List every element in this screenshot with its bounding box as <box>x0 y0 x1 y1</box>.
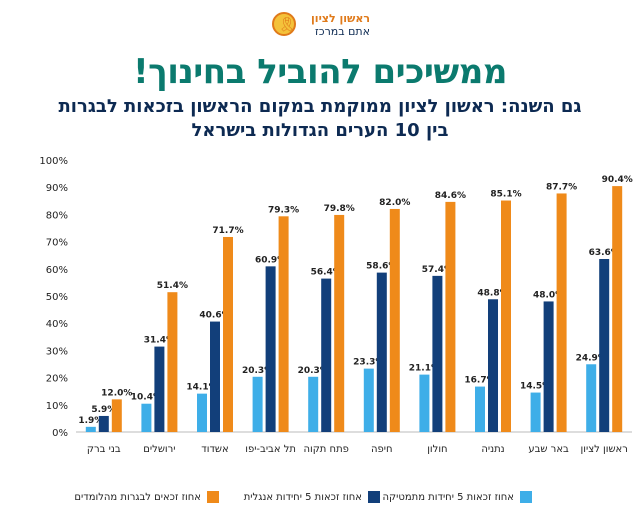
legend-item-english: אחוז זכאות 5 יחידות אנגלית <box>244 491 380 503</box>
data-label: 84.6% <box>435 191 466 201</box>
bar-math <box>419 374 430 432</box>
y-tick-label: 20% <box>46 374 68 385</box>
chart-subtitle-line2: בין 10 הערים הגדולות בישראל <box>191 120 449 141</box>
bar-math <box>141 403 152 432</box>
data-label: 48.8% <box>477 288 508 298</box>
bar-english <box>599 259 610 432</box>
bar-english <box>154 346 165 432</box>
logo-line2: אתם במרכז <box>314 25 370 38</box>
legend-label-english: אחוז זכאות 5 יחידות אנגלית <box>243 491 362 503</box>
x-tick-label: פתח תקוה <box>303 444 348 455</box>
x-tick-label: בני ברק <box>87 444 121 455</box>
data-label: 24.9% <box>576 353 607 363</box>
legend-label-math: אחוז זכאות 5 יחידות מתמטיקה <box>382 491 515 503</box>
y-tick-label: 40% <box>46 319 68 330</box>
bar-english <box>98 415 109 432</box>
data-label: 60.9% <box>255 255 286 265</box>
ribbon-icon: 🎗 <box>278 17 296 33</box>
bar-bagrut <box>278 216 289 432</box>
data-label: 12.0% <box>101 388 132 398</box>
bar-math <box>252 376 263 432</box>
data-label: 10.4% <box>131 393 162 403</box>
data-label: 85.1% <box>490 190 521 200</box>
bar-math <box>475 386 485 432</box>
bar-english <box>543 301 554 432</box>
bar-math <box>586 364 597 432</box>
data-label: 5.9% <box>91 405 116 415</box>
bar-bagrut <box>167 292 178 432</box>
data-label: 79.8% <box>324 204 355 214</box>
bar-bagrut <box>389 208 400 432</box>
chart-title: ממשיכים להוביל בחינוך! <box>133 52 507 92</box>
bar-english <box>265 266 276 432</box>
bar-bagrut <box>612 186 623 432</box>
y-tick-label: 50% <box>46 292 68 303</box>
legend-swatch-math <box>520 491 532 503</box>
x-tick-label: אשדוד <box>201 444 228 455</box>
logo-line1: ראשון לציון <box>311 12 370 25</box>
bar-math <box>308 376 319 432</box>
x-tick-label: ירושלים <box>143 444 175 455</box>
logo: 🎗 ראשון לציון אתם במרכז <box>270 8 370 48</box>
bar-english <box>321 278 332 432</box>
bar-english <box>376 272 387 432</box>
data-label: 56.4% <box>311 268 342 278</box>
data-label: 51.4% <box>157 281 188 291</box>
y-tick-label: 70% <box>46 238 68 249</box>
legend-item-math: אחוז זכאות 5 יחידות מתמטיקה <box>382 491 532 503</box>
legend-label-bagrut: אחוז זכאים לבגרות מהלומדים <box>74 491 201 503</box>
bar-english <box>488 299 498 432</box>
y-tick-label: 0% <box>52 428 68 439</box>
bar-bagrut <box>334 214 345 432</box>
legend-item-bagrut: אחוז זכאים לבגרות מהלומדים <box>74 491 219 503</box>
data-label: 79.3% <box>268 205 299 215</box>
data-label: 31.4% <box>144 336 175 346</box>
y-tick-label: 30% <box>46 346 68 357</box>
bar-english <box>210 321 220 432</box>
data-label: 63.6% <box>589 248 620 258</box>
data-label: 90.4% <box>602 175 633 185</box>
x-tick-label: ראשון לציון <box>581 444 628 455</box>
bar-bagrut <box>223 236 233 432</box>
data-label: 20.3% <box>242 366 273 376</box>
data-label: 16.7% <box>464 376 495 386</box>
bar-math <box>530 392 541 432</box>
data-label: 87.7% <box>546 182 577 192</box>
bar-bagrut <box>111 399 122 432</box>
data-label: 40.6% <box>199 311 230 321</box>
bar-math <box>363 368 374 432</box>
y-tick-label: 80% <box>46 210 68 221</box>
x-tick-label: חולון <box>427 444 447 455</box>
y-tick-label: 90% <box>46 183 68 194</box>
bar-bagrut <box>445 201 456 432</box>
x-tick-label: באר שבע <box>528 444 569 455</box>
bar-bagrut <box>556 193 567 432</box>
data-label: 71.7% <box>212 226 243 236</box>
legend-swatch-bagrut <box>207 491 219 503</box>
bar-math <box>85 426 96 432</box>
logo-emblem-icon <box>272 12 296 36</box>
bar-english <box>432 275 443 432</box>
y-tick-label: 100% <box>39 156 68 167</box>
bar-bagrut <box>501 200 511 432</box>
data-label: 82.0% <box>379 198 410 208</box>
data-label: 21.1% <box>409 364 440 374</box>
x-tick-label: תל אביב-יפו <box>245 444 296 455</box>
data-label: 48.0% <box>533 290 564 300</box>
data-label: 20.3% <box>298 366 329 376</box>
data-label: 23.3% <box>353 358 384 368</box>
data-label: 58.6% <box>366 262 397 272</box>
x-tick-label: חיפה <box>371 444 393 455</box>
y-tick-label: 60% <box>46 265 68 276</box>
x-tick-label: נתניה <box>481 444 504 455</box>
y-tick-label: 10% <box>46 401 68 412</box>
legend-swatch-english <box>368 491 380 503</box>
data-label: 14.5% <box>520 382 551 392</box>
data-label: 14.1% <box>186 383 217 393</box>
bar-math <box>197 393 207 432</box>
data-label: 57.4% <box>422 265 453 275</box>
chart-subtitle-line1: גם השנה: ראשון לציון ממוקמת במקום הראשון… <box>58 96 582 117</box>
data-label: 1.9% <box>78 416 103 426</box>
